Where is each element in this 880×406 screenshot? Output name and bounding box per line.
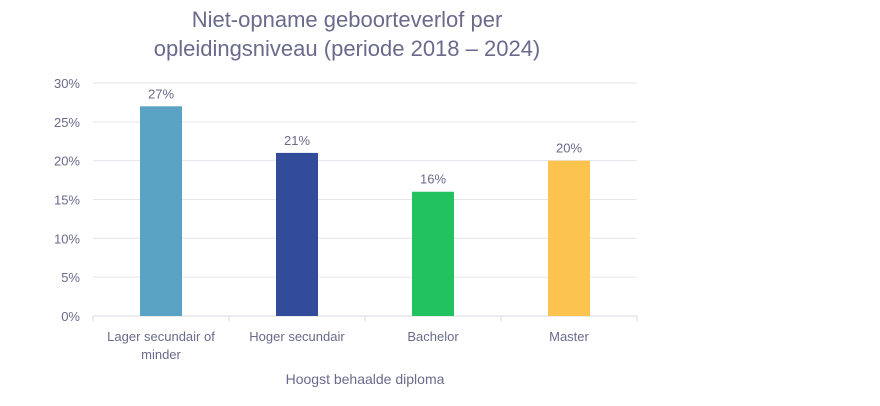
bar bbox=[140, 106, 182, 316]
x-tick-label: Hoger secundair bbox=[249, 329, 345, 344]
data-label: 27% bbox=[148, 86, 174, 101]
y-tick-label: 25% bbox=[54, 115, 80, 130]
x-tick-label: minder bbox=[141, 347, 181, 362]
y-tick-label: 20% bbox=[54, 154, 80, 169]
x-tick-label: Bachelor bbox=[407, 329, 459, 344]
y-tick-label: 15% bbox=[54, 193, 80, 208]
bar bbox=[412, 191, 454, 316]
bar bbox=[276, 152, 318, 316]
bar bbox=[548, 160, 590, 316]
chart-title-line: Niet-opname geboorteverlof per bbox=[192, 7, 503, 32]
y-tick-label: 30% bbox=[54, 76, 80, 91]
y-tick-label: 10% bbox=[54, 231, 80, 246]
chart-title-line: opleidingsniveau (periode 2018 – 2024) bbox=[154, 36, 541, 61]
data-label: 21% bbox=[284, 133, 310, 148]
x-axis-title: Hoogst behaalde diploma bbox=[286, 371, 445, 387]
x-tick-label: Lager secundair of bbox=[107, 329, 215, 344]
data-label: 20% bbox=[556, 141, 582, 156]
x-tick-label: Master bbox=[549, 329, 589, 344]
data-label: 16% bbox=[420, 172, 446, 187]
y-tick-label: 5% bbox=[61, 270, 80, 285]
y-tick-label: 0% bbox=[61, 309, 80, 324]
